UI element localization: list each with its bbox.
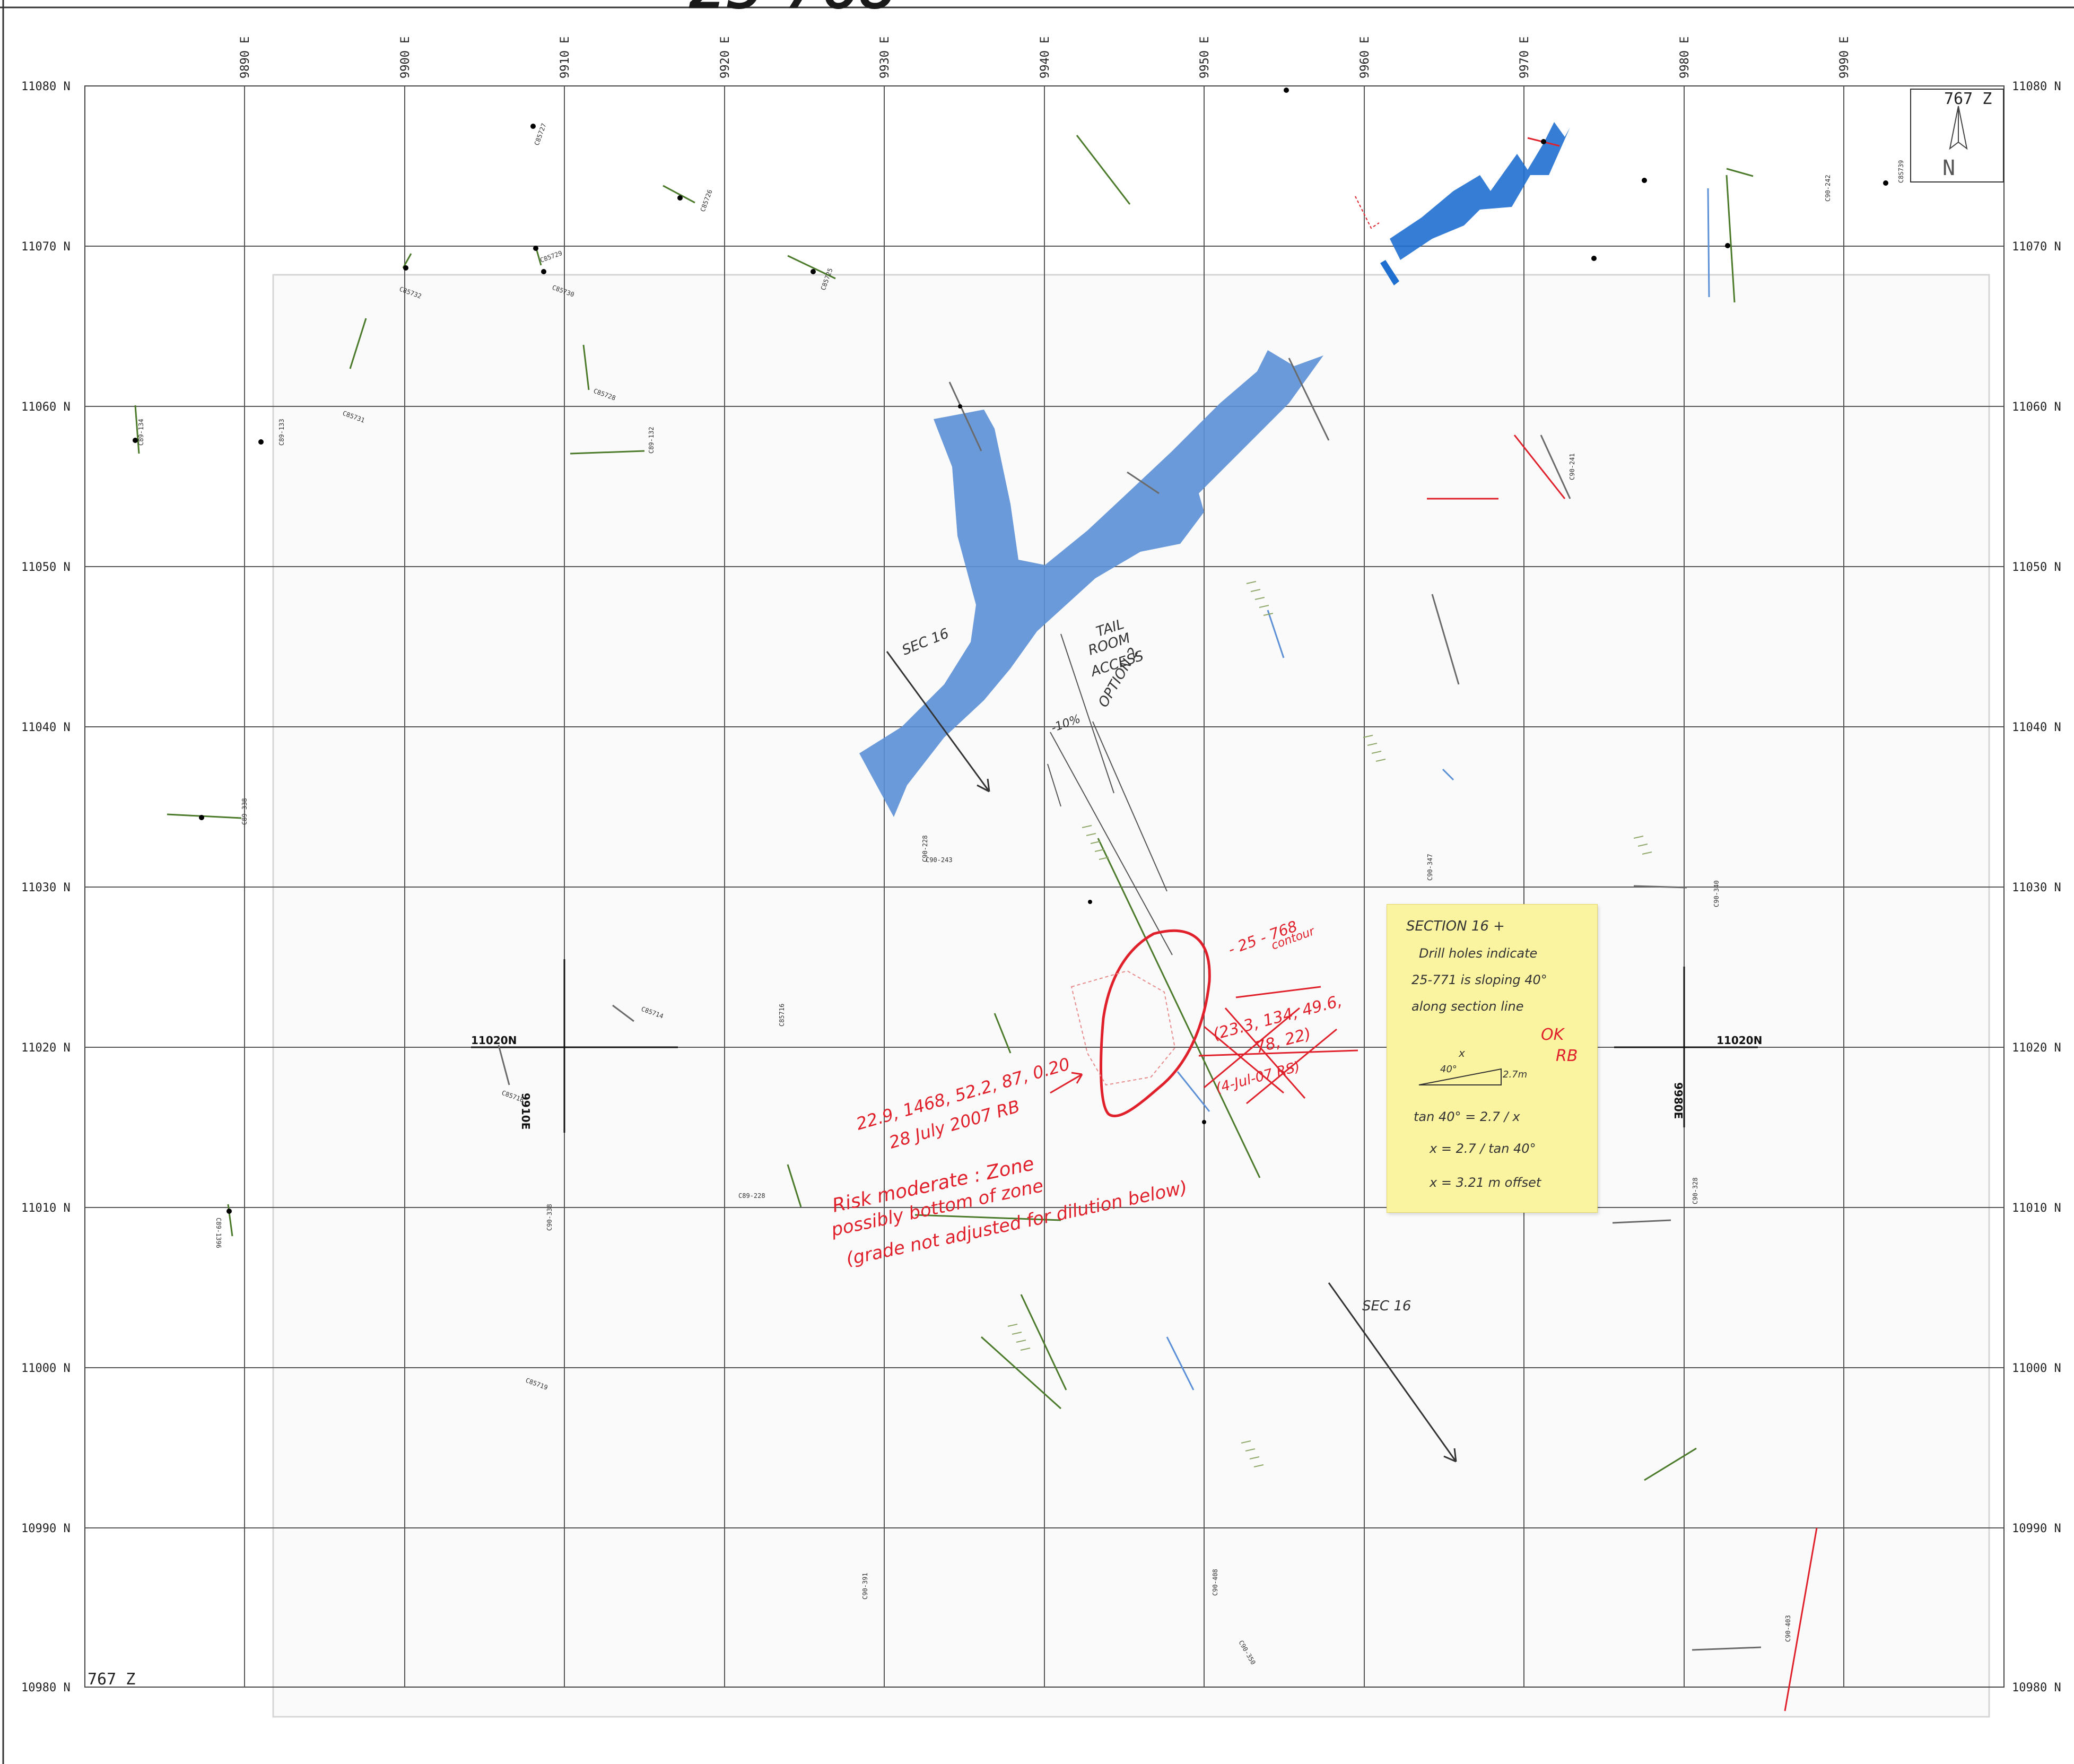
note-ok: OK [1541, 1026, 1564, 1044]
northing-label: 11000 N [2012, 1362, 2061, 1375]
bench-elevation-bottom: 767 Z [88, 1670, 135, 1689]
note-line: along section line [1411, 999, 1524, 1014]
northing-label: 11060 N [2012, 401, 2061, 414]
drillhole-id: C90-347 [1426, 854, 1434, 881]
drillhole-id: C90-408 [1212, 1569, 1219, 1596]
mined-zone-ne [1390, 122, 1570, 260]
sticky-note: SECTION 16 + Drill holes indicate 25-771… [1387, 904, 1598, 1213]
easting-labels: 9890 E 9900 E 9910 E 9920 E 9930 E 9940 … [239, 37, 1851, 79]
northing-label: 11030 N [21, 881, 71, 894]
drillhole-id: C8S739 [1897, 160, 1905, 183]
easting-label: 9920 E [719, 37, 732, 79]
drillhole-id: C85716 [778, 1004, 786, 1027]
north-arrow-label: N [1942, 156, 1955, 180]
northing-label: 10980 N [21, 1681, 71, 1695]
northing-labels-right: 11080 N 11070 N 11060 N 11050 N 11040 N … [2012, 80, 2061, 1695]
crosshair-easting-label: 9980E [1672, 1082, 1685, 1119]
note-line: SECTION 16 + [1406, 918, 1505, 934]
northing-label: 11070 N [21, 240, 71, 254]
northing-label: 11020 N [2012, 1041, 2061, 1055]
drillhole-id: C90-403 [1784, 1615, 1792, 1642]
grid [85, 86, 2004, 1687]
note-angle: 40° [1440, 1064, 1457, 1075]
drillhole-id: C89-134 [137, 419, 145, 446]
drillhole-id: C90-391 [861, 1572, 869, 1600]
north-arrow [1910, 89, 2004, 183]
note-equation: x = 2.7 / tan 40° [1430, 1141, 1536, 1156]
access-corridor [1047, 633, 1173, 955]
crosshair-easting-label: 9910E [519, 1093, 532, 1129]
drillhole-id: C89-133 [278, 419, 285, 446]
drillhole-id: C90-242 [1824, 175, 1832, 202]
northing-label: 11050 N [21, 561, 71, 574]
easting-label: 9980 E [1678, 37, 1692, 79]
note-line: Drill holes indicate [1419, 946, 1538, 961]
drillhole-id: C90-328 [1692, 1177, 1699, 1204]
title-fragment: 25-768 [690, 0, 896, 21]
drillhole-id: C85726 [699, 188, 714, 213]
mined-zone-y [859, 350, 1323, 817]
crosshair-northing-label: 11020N [1716, 1034, 1762, 1047]
drillhole-id: C90-340 [1713, 880, 1720, 907]
northing-label: 10980 N [2012, 1681, 2061, 1695]
northing-label: 11050 N [2012, 561, 2061, 574]
zone-hatch [1198, 986, 1358, 1105]
crosshair-right [1614, 967, 1758, 1127]
note-initials: RB [1556, 1047, 1578, 1065]
note-side: 2.7m [1503, 1069, 1528, 1080]
drillhole-id: C89-228 [738, 1192, 765, 1200]
section-line-south [1328, 1282, 1457, 1463]
bench-elevation-top: 767 Z [1944, 90, 1992, 108]
mined-zone-ne-sliver [1380, 260, 1399, 285]
northing-label: 11040 N [21, 721, 71, 734]
triangle-diagram [1418, 1068, 1502, 1085]
easting-label: 9910 E [559, 37, 572, 79]
zone-dashed-outline [1070, 970, 1176, 1086]
northing-label: 11070 N [2012, 240, 2061, 254]
drill-holes [133, 88, 1888, 1711]
northing-label: 11080 N [2012, 80, 2061, 93]
northing-labels-left: 11080 N 11070 N 11060 N 11050 N 11040 N … [21, 80, 71, 1695]
note-x: x [1459, 1047, 1465, 1059]
drillhole-id: C85729 [539, 249, 563, 264]
northing-label: 11020 N [21, 1041, 71, 1055]
northing-label: 10990 N [21, 1522, 71, 1535]
northing-label: 11060 N [21, 401, 71, 414]
easting-label: 9900 E [399, 37, 412, 79]
grade-arrow [1050, 1072, 1083, 1094]
northing-label: 11010 N [2012, 1202, 2061, 1215]
easting-label: 9930 E [878, 37, 892, 79]
easting-label: 9950 E [1198, 37, 1212, 79]
drillhole-id: C90-241 [1568, 453, 1576, 480]
northing-label: 11030 N [2012, 881, 2061, 894]
red-dashed-triangle [1355, 196, 1380, 229]
section-line-north [886, 651, 990, 793]
easting-label: 9940 E [1039, 37, 1052, 79]
section-label: SEC 16 [1362, 1298, 1411, 1314]
easting-label: 9890 E [239, 37, 252, 79]
northing-label: 11010 N [21, 1202, 71, 1215]
note-equation: tan 40° = 2.7 / x [1414, 1109, 1520, 1124]
drillhole-id: C89-1396 [215, 1218, 222, 1248]
note-line: 25-771 is sloping 40° [1411, 972, 1547, 987]
northing-label: 11000 N [21, 1362, 71, 1375]
drillhole-id: C90-228 [921, 835, 929, 862]
crosshair-northing-label: 11020N [471, 1034, 517, 1047]
northing-label: 10990 N [2012, 1522, 2061, 1535]
northing-label: 11040 N [2012, 721, 2061, 734]
zone-contour [1100, 929, 1211, 1118]
easting-label: 9970 E [1518, 37, 1531, 79]
easting-label: 9960 E [1358, 37, 1372, 79]
note-equation: x = 3.21 m offset [1430, 1175, 1541, 1190]
drillhole-id: C90-338 [546, 1204, 553, 1231]
drillhole-id: C89-132 [648, 427, 655, 454]
drillhole-id: C89-338 [241, 798, 248, 825]
drillhole-id: C90-243 [926, 856, 953, 864]
assay-ticks [1007, 581, 1652, 1467]
crosshair-left [471, 959, 678, 1133]
northing-label: 11080 N [21, 80, 71, 93]
easting-label: 9990 E [1838, 37, 1851, 79]
